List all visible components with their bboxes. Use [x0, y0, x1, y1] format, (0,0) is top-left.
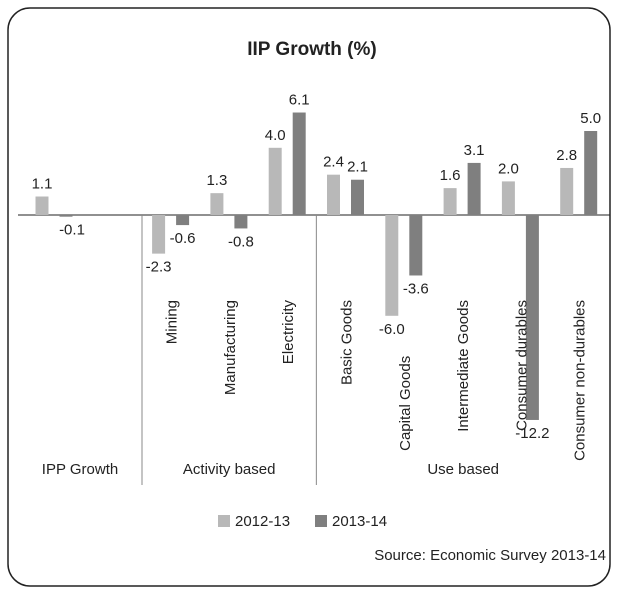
value-label: 2.4: [323, 154, 344, 171]
category-label: Electricity: [280, 300, 297, 365]
legend-label: 2013-14: [332, 513, 387, 530]
group-label: Use based: [427, 461, 499, 478]
bar: [210, 193, 224, 215]
category-label: Mining: [164, 300, 181, 344]
category-label: Basic Goods: [338, 300, 355, 385]
value-label: -0.6: [170, 230, 196, 247]
bar: [443, 188, 457, 215]
bar: [268, 147, 282, 215]
value-label: 4.0: [265, 127, 286, 144]
chart-title: IIP Growth (%): [247, 39, 376, 60]
value-label: -2.3: [146, 259, 172, 276]
bar: [35, 196, 49, 215]
value-label: 2.8: [556, 147, 577, 164]
value-label: 1.1: [32, 175, 53, 192]
category-label: Consumer durables: [513, 300, 530, 431]
value-label: -12.2: [515, 425, 549, 442]
value-label: -0.1: [59, 222, 85, 239]
bar: [501, 181, 515, 215]
category-label: Consumer non-durables: [572, 300, 589, 461]
category-label: Manufacturing: [222, 300, 239, 395]
bar: [467, 162, 481, 215]
legend-label: 2012-13: [235, 513, 290, 530]
bar: [525, 215, 539, 420]
category-label: Intermediate Goods: [455, 300, 472, 432]
value-label: -0.8: [228, 233, 254, 250]
legend-swatch: [315, 515, 327, 527]
value-label: 5.0: [580, 110, 601, 127]
category-label: Capital Goods: [397, 356, 414, 451]
legend-swatch: [218, 515, 230, 527]
bar: [292, 112, 306, 215]
bar: [327, 174, 340, 215]
bar: [234, 215, 248, 229]
bar: [152, 215, 166, 254]
value-label: -6.0: [379, 321, 405, 338]
value-label: 3.1: [464, 142, 485, 159]
frame: [7, 7, 611, 587]
value-label: 2.0: [498, 160, 519, 177]
bar: [176, 215, 190, 226]
bar: [584, 131, 598, 215]
value-label: 2.1: [347, 159, 368, 176]
value-label: 1.6: [440, 167, 461, 184]
bar: [59, 215, 73, 217]
bar: [560, 167, 574, 215]
value-label: 1.3: [206, 172, 227, 189]
source-note: Source: Economic Survey 2013-14: [374, 547, 606, 564]
bar: [385, 215, 399, 316]
group-label: Activity based: [183, 461, 276, 478]
value-label: -3.6: [403, 280, 429, 297]
value-label: 6.1: [289, 91, 310, 108]
bar: [409, 215, 423, 276]
group-label: IPP Growth: [42, 461, 118, 478]
bar: [351, 179, 364, 215]
